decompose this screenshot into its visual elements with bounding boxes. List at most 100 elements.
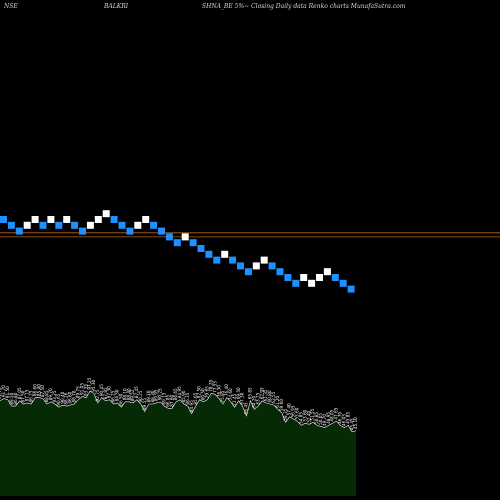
volume-value-label: 85.90 — [181, 390, 186, 402]
volume-value-label: 75.85 — [220, 390, 225, 402]
volume-value-label: 87.50 — [40, 385, 45, 397]
renko-brick-down — [118, 221, 126, 229]
volume-value-label: 72.45 — [232, 393, 237, 405]
reference-lines — [0, 232, 500, 238]
renko-brick-down — [165, 233, 173, 241]
renko-brick-up — [308, 279, 316, 287]
renko-brick-down — [126, 227, 134, 235]
volume-value-label: 62.55 — [271, 391, 276, 403]
renko-brick-down — [7, 221, 15, 229]
volume-value-label: 89.10 — [146, 390, 151, 402]
volume-value-label: 47.65 — [334, 407, 339, 419]
renko-brick-up — [102, 210, 110, 218]
renko-brick-down — [331, 274, 339, 281]
volume-value-label: 92.75 — [95, 389, 100, 401]
volume-value-label: 84.95 — [177, 386, 182, 398]
renko-brick-up — [86, 221, 94, 229]
volume-value-label: 89.55 — [142, 398, 147, 410]
volume-value-label: 48.95 — [326, 412, 331, 424]
volume-value-label: 91.70 — [1, 385, 6, 397]
volume-value-label: 95.30 — [91, 379, 96, 391]
volume-value-label: 54.85 — [298, 412, 303, 424]
volume-value-label: 86.85 — [165, 394, 170, 406]
volume-value-label: 76.30 — [216, 385, 221, 397]
renko-brick-up — [63, 216, 71, 223]
renko-brick-down — [205, 250, 213, 258]
volume-value-label: 90.25 — [158, 388, 163, 400]
chart-description: SHNA_BE 5%~ Closing Daily data Renko cha… — [202, 3, 406, 10]
volume-value-label: 89.75 — [75, 386, 80, 398]
volume-value-label: 93.35 — [83, 384, 88, 396]
volume-value-label: 59.60 — [279, 399, 284, 411]
volume-value-label: 86.65 — [173, 388, 178, 400]
renko-brick-down — [15, 227, 23, 235]
exchange-label: NSE — [3, 3, 18, 10]
symbol-label: BALKRI — [103, 3, 129, 10]
renko-brick-down — [173, 239, 181, 247]
volume-value-label: 79.65 — [205, 386, 210, 398]
renko-brick-down — [158, 227, 165, 235]
volume-area — [0, 391, 356, 496]
volume-value-label: 46.05 — [342, 414, 347, 426]
volume-value-label: 60.80 — [267, 390, 272, 402]
volume-value-label: 86.60 — [32, 384, 37, 396]
renko-brick-down — [268, 262, 276, 270]
volume-value-label: 49.70 — [322, 414, 327, 426]
renko-brick-down — [79, 227, 86, 235]
volume-value-label: 66.45 — [244, 402, 249, 414]
volume-value-label: 77.55 — [212, 381, 217, 393]
volume-value-label: 86.80 — [68, 391, 73, 403]
renko-brick-down — [110, 216, 118, 223]
volume-value-label: 89.70 — [48, 388, 53, 400]
volume-value-label: 88.10 — [122, 388, 127, 400]
volume-value-label: 82.50 — [197, 386, 202, 398]
volume-value-label: 50.85 — [314, 412, 319, 424]
volume-value-label: 45.85 — [345, 412, 350, 424]
renko-brick-down — [213, 256, 221, 264]
volume-value-label: 86.80 — [13, 392, 18, 404]
renko-brick-up — [23, 221, 31, 229]
volume-value-label: 45.45 — [349, 418, 354, 430]
volume-value-label: 90.40 — [60, 391, 65, 403]
renko-brick-down — [189, 239, 197, 247]
volume-line — [0, 390, 357, 433]
volume-value-label: 64.20 — [252, 395, 257, 407]
volume-value-label: 86.25 — [111, 390, 116, 402]
volume-value-label: 85.40 — [36, 384, 41, 396]
renko-brick-up — [31, 216, 39, 223]
volume-value-label: 85.05 — [193, 392, 198, 404]
renko-brick-up — [94, 216, 102, 223]
renko-brick-up — [142, 216, 150, 223]
renko-brick-down — [347, 285, 355, 293]
volume-value-label: 89.50 — [9, 392, 14, 404]
volume-value-label: 63.25 — [255, 392, 260, 404]
volume-value-label: 84.50 — [115, 389, 120, 401]
renko-brick-down — [244, 268, 252, 276]
volume-value-label: 90.25 — [138, 390, 143, 402]
renko-brick-down — [197, 245, 205, 252]
renko-brick-up — [181, 233, 189, 241]
renko-brick-up — [316, 274, 323, 281]
volume-value-label: 61.20 — [275, 395, 280, 407]
volume-value-label: 62.95 — [259, 387, 264, 399]
renko-brick-down — [0, 216, 7, 223]
volume-value-label: 74.60 — [228, 388, 233, 400]
renko-brick-down — [292, 279, 300, 287]
volume-value-label: 88.85 — [44, 390, 49, 402]
volume-value-label: 86.25 — [29, 390, 34, 402]
volume-value-label: 55.60 — [295, 407, 300, 419]
renko-brick-down — [339, 279, 347, 287]
volume-value-label: 88.30 — [150, 390, 155, 402]
volume-value-label: 53.60 — [302, 409, 307, 421]
volume-value-label: 50.05 — [318, 413, 323, 425]
volume-value-label: 91.50 — [5, 386, 10, 398]
volume-value-label: 89.95 — [154, 389, 159, 401]
volume-value-label: 45.10 — [353, 417, 358, 429]
volume-value-label: 86.50 — [119, 393, 124, 405]
volume-value-label: 87.30 — [107, 386, 112, 398]
volume-value-label: 61.35 — [263, 389, 268, 401]
renko-brick-up — [260, 256, 268, 264]
volume-value-label: 78.20 — [209, 379, 214, 391]
renko-brick-down — [276, 268, 284, 276]
